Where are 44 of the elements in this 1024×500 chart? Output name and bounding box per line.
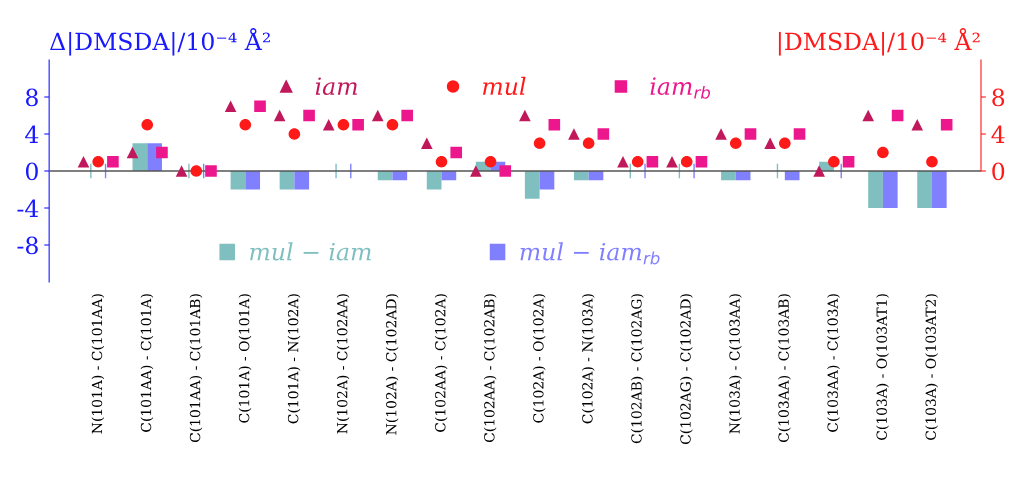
y-tick-label: -8 — [17, 236, 38, 255]
y2-axis-title: |DMSDA|/10⁻⁴ Å² — [778, 28, 980, 56]
bar — [917, 171, 932, 208]
x-tick-label: N(103A) - C(103AA) — [729, 294, 742, 434]
bar — [882, 171, 898, 208]
x-tick-label: C(101AA) - C(101A) — [140, 294, 154, 432]
bar — [245, 171, 261, 190]
legend-label: iam$_{rb}$ — [650, 77, 711, 99]
legend-label: mul − iam — [250, 242, 371, 261]
legend-label: iam — [315, 77, 357, 96]
bar — [279, 171, 295, 190]
bar — [294, 171, 310, 190]
x-tick-label: C(102AA) - C(102A) — [434, 294, 448, 432]
x-tick-label: C(101AA) - C(101AB) — [189, 294, 203, 443]
x-tick-label: N(102A) - C(102AD) — [385, 294, 399, 435]
y-tick-label: 0 — [25, 162, 38, 181]
bar — [539, 171, 555, 190]
legend-label: mul − iam$_{rb}$ — [520, 242, 660, 265]
x-tick-label: C(103A) - O(103AT1) — [876, 294, 889, 440]
y2-tick-label: 4 — [991, 125, 1005, 143]
bar — [230, 171, 246, 190]
x-tick-label: C(102A) - O(102A) — [532, 294, 546, 423]
bar — [868, 171, 883, 208]
x-tick-label: C(103AA) - C(103A) — [827, 294, 840, 432]
y2-tick-label: 8 — [992, 88, 1005, 107]
x-tick-label: C(101A) - N(102A) — [287, 294, 301, 424]
x-tick-label: N(101A) - C(101AA) — [91, 294, 105, 434]
x-tick-label: C(102AG) - C(102AD) — [680, 294, 693, 445]
x-tick-label: C(102A) - N(103A) — [581, 294, 595, 424]
x-tick-label: C(102AB) - C(102AG) — [630, 294, 644, 444]
y-axis-title: Δ|DMSDA|/10⁻⁴ Å² — [50, 28, 270, 56]
y-tick-label: 8 — [25, 88, 38, 107]
bar — [426, 171, 442, 190]
x-tick-label: C(101A) - O(101A) — [238, 294, 252, 423]
bar — [931, 171, 947, 208]
x-tick-label: C(102AA) - C(102AB) — [483, 294, 497, 443]
y-tick-label: 4 — [25, 125, 39, 143]
y2-tick-label: 0 — [992, 162, 1005, 181]
bar — [524, 171, 540, 199]
x-tick-label: C(103A) - O(103AT2) — [925, 294, 938, 440]
legend-label: mul — [483, 76, 526, 96]
x-tick-label: N(102A) - C(102AA) — [336, 294, 350, 434]
y-tick-label: -4 — [17, 199, 39, 217]
x-tick-label: C(103AA) - C(103AB) — [778, 294, 791, 443]
